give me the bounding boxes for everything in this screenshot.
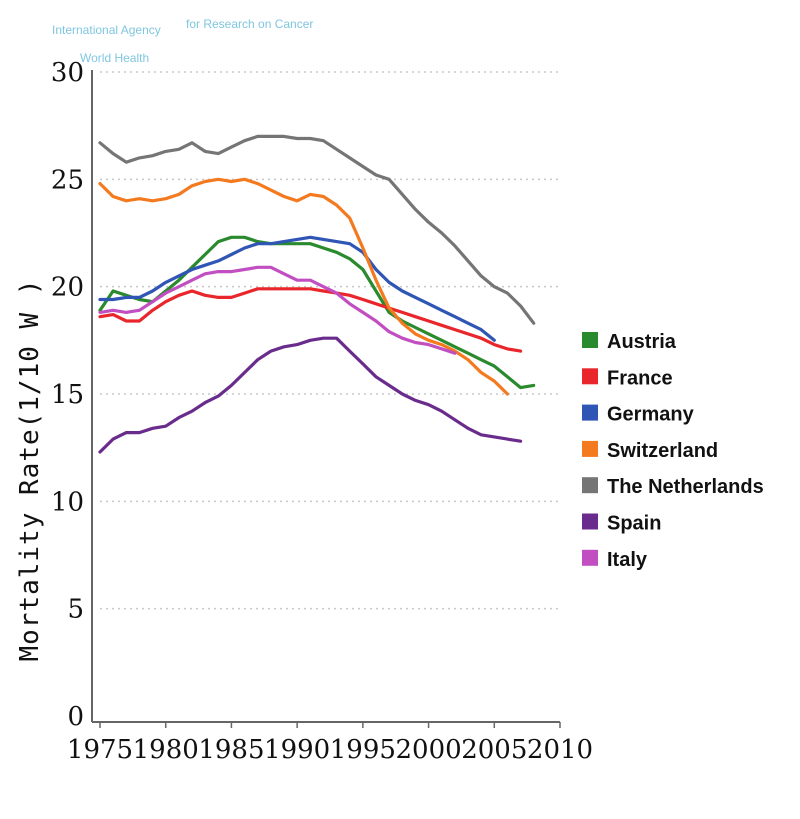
axes: 0 5 10 15 20 25 30 1975 1980 1985 1990 1995 2000 2005… xyxy=(51,58,593,765)
legend-swatch-italy xyxy=(582,549,598,566)
watermark-line1: International Agency xyxy=(52,23,161,37)
y-tick-label: 20 xyxy=(51,273,84,303)
y-tick-label: 0 xyxy=(67,702,84,732)
series-line-spain xyxy=(98,336,523,454)
gridlines xyxy=(100,71,560,610)
legend-label-switzerland: Switzerland xyxy=(607,440,718,462)
y-tick-label: 15 xyxy=(51,380,84,410)
y-tick-label: 30 xyxy=(51,58,84,88)
series-line-italy xyxy=(98,265,457,355)
series-line-austria xyxy=(98,235,536,390)
legend-swatch-germany xyxy=(582,404,598,421)
legend-swatch-switzerland xyxy=(582,440,598,457)
x-tick-label: 1980 xyxy=(133,735,199,765)
legend-label-germany: Germany xyxy=(607,404,695,426)
x-tick-label: 1985 xyxy=(198,735,264,765)
x-tick-label: 2005 xyxy=(461,735,527,765)
series-line-germany xyxy=(98,235,496,342)
legend-swatch-france xyxy=(582,368,598,385)
x-tick-label: 2000 xyxy=(395,735,461,765)
legend-label-austria: Austria xyxy=(607,331,677,353)
x-tick-label: 1975 xyxy=(67,735,133,765)
series-line-switzerland xyxy=(98,177,509,396)
legend: Austria France Germany Switzerland The Nethe… xyxy=(582,331,764,571)
legend-label-france: France xyxy=(607,367,673,389)
x-tick-label: 1990 xyxy=(264,735,330,765)
y-tick-label: 25 xyxy=(51,165,84,195)
legend-swatch-austria xyxy=(582,332,598,348)
watermark-line2: World Health xyxy=(80,51,149,65)
legend-label-spain: Spain xyxy=(607,513,661,535)
x-tick-label: 1995 xyxy=(330,735,396,765)
series-lines xyxy=(98,134,536,454)
y-tick-label: 10 xyxy=(51,487,84,517)
y-tick-label: 5 xyxy=(67,595,84,625)
series-line-france xyxy=(98,287,523,353)
series-line-the-netherlands xyxy=(98,134,536,325)
legend-swatch-spain xyxy=(582,513,598,530)
watermark: International Agency for Research on Can… xyxy=(52,17,313,65)
legend-label-italy: Italy xyxy=(607,549,648,571)
y-axis-label: Mortality Rate(1/10 W ) xyxy=(15,278,45,661)
watermark-line1b: for Research on Cancer xyxy=(186,17,313,31)
legend-label-the-netherlands: The Netherlands xyxy=(607,476,764,498)
x-tick-label: 2010 xyxy=(527,735,593,765)
legend-swatch-the-netherlands xyxy=(582,477,598,494)
